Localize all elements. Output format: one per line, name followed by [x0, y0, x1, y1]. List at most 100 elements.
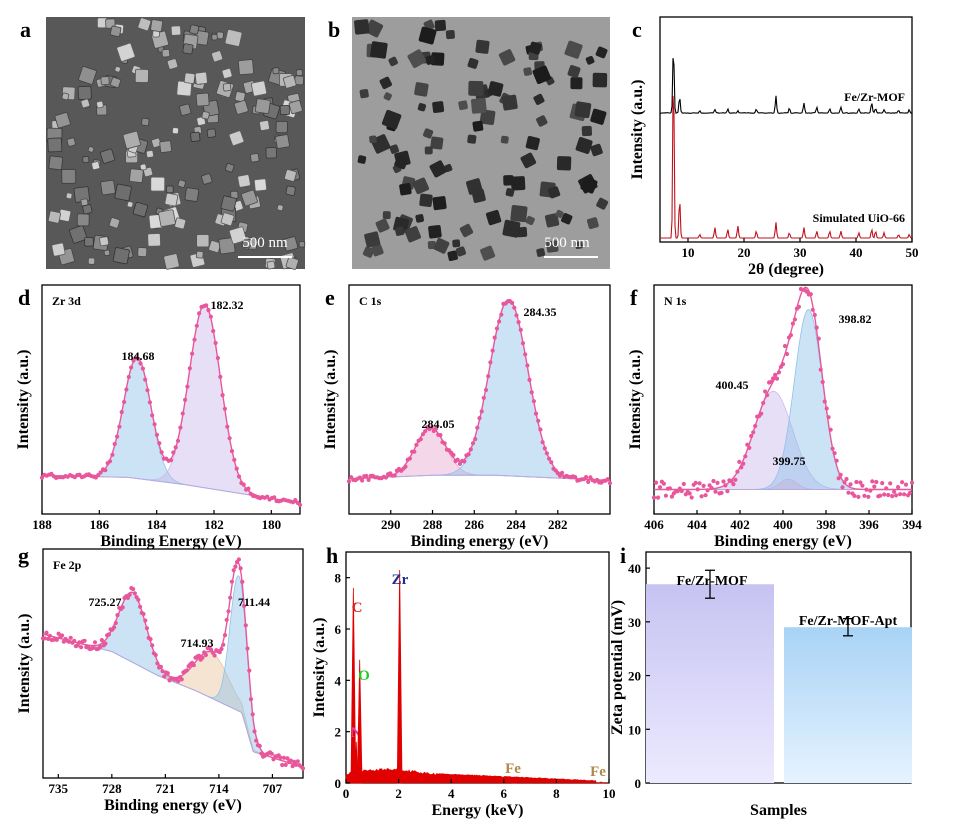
xps-data-point — [278, 755, 283, 760]
xps-data-point — [826, 415, 831, 420]
sem-grain — [96, 100, 104, 109]
xps-data-point — [160, 669, 165, 674]
bar-category-label: Fe/Zr-MOF — [676, 574, 747, 589]
sem-grain — [241, 189, 258, 207]
xps-data-point — [796, 304, 802, 309]
xps-data-point — [509, 300, 515, 305]
xps-data-point — [719, 490, 724, 495]
tem-particle — [575, 241, 583, 250]
sem-grain — [47, 137, 63, 153]
tem-particle — [556, 156, 572, 171]
tem-particle — [502, 219, 521, 238]
xps-data-point — [900, 480, 905, 485]
xps-data-point — [92, 640, 98, 645]
eds-plot-frame — [345, 551, 610, 784]
sem-grain — [166, 58, 179, 70]
xps-data-point — [884, 486, 889, 491]
xps-data-point — [773, 372, 778, 377]
element-label: O — [358, 668, 370, 684]
tem-particle — [365, 19, 384, 38]
eds-element-peak — [511, 781, 518, 784]
x-tick-label: 707 — [263, 781, 283, 796]
xps-data-point — [844, 476, 849, 482]
xps-data-point — [234, 466, 239, 471]
xps-data-point — [203, 652, 208, 658]
sem-grain — [272, 67, 280, 75]
sem-grain — [211, 50, 224, 63]
x-tick-label: 10 — [603, 786, 616, 801]
xps-data-point — [468, 447, 473, 452]
xps-data-point — [346, 479, 352, 484]
xps-data-point — [573, 475, 578, 480]
tem-particle — [379, 76, 392, 90]
y-axis-label: Intensity (a.u.) — [322, 349, 339, 449]
sem-grain — [76, 213, 90, 227]
sem-grain — [189, 24, 200, 35]
xps-data-point — [814, 325, 819, 330]
xps-data-point — [723, 483, 728, 488]
sem-grain — [275, 120, 288, 134]
xps-data-point — [39, 475, 45, 480]
xps-data-point — [882, 492, 887, 497]
xps-data-point — [854, 479, 859, 485]
xps-fe2p-chart: Fe 2p 725.27 714.93 711.44 735 728 721 714 707 Bi… — [16, 548, 306, 814]
xps-data-point — [265, 494, 270, 499]
xps-data-point — [657, 485, 663, 490]
xps-data-point — [822, 399, 827, 404]
xps-data-point — [56, 631, 61, 636]
x-tick-label: 721 — [156, 781, 176, 796]
sem-grain — [190, 131, 201, 142]
xps-data-point — [229, 449, 235, 454]
xps-data-point — [737, 459, 742, 464]
tem-particle — [574, 101, 592, 119]
xps-data-point — [257, 743, 262, 749]
xps-data-point — [285, 756, 290, 761]
element-label: Zr — [392, 572, 409, 588]
x-tick-label: 188 — [32, 517, 52, 532]
xps-data-point — [713, 489, 718, 494]
xps-data-point — [179, 677, 184, 682]
xps-data-point — [808, 292, 813, 297]
sem-grain — [234, 91, 246, 103]
sem-grain — [183, 72, 196, 84]
xps-data-point — [220, 393, 225, 398]
xps-data-point — [226, 609, 231, 614]
xps-data-point — [701, 483, 706, 488]
peak-label: 725.27 — [89, 595, 122, 609]
tem-particle — [479, 109, 496, 126]
xps-data-point — [544, 451, 550, 456]
xps-data-point — [655, 495, 661, 500]
xps-data-point — [112, 625, 117, 630]
sem-grain — [195, 250, 204, 259]
bar-category-label: Fe/Zr-MOF-Apt — [799, 614, 898, 629]
sem-grain — [82, 156, 90, 164]
y-axis-label: Intensity (a.u.) — [15, 349, 32, 449]
xps-data-point — [858, 480, 863, 485]
xps-data-point — [479, 409, 484, 414]
sem-grain — [99, 236, 110, 247]
xps-data-point — [106, 632, 111, 637]
tem-particle — [596, 197, 609, 210]
xps-data-point — [147, 400, 152, 405]
xps-data-point — [455, 457, 460, 462]
xps-data-point — [721, 479, 726, 484]
xps-data-point — [681, 481, 686, 487]
xps-data-point — [250, 712, 255, 717]
xps-data-point — [607, 481, 613, 486]
xps-data-point — [557, 473, 563, 478]
xps-data-point — [122, 399, 127, 405]
sem-grain — [266, 260, 276, 270]
eds-continuum — [345, 768, 610, 784]
xps-data-point — [141, 611, 146, 617]
panel-letter-i: i — [620, 543, 626, 568]
xps-data-point — [150, 643, 155, 648]
tem-particle — [415, 214, 424, 223]
xps-data-point — [155, 661, 160, 666]
xps-data-point — [211, 328, 216, 334]
zeta-bar — [784, 627, 912, 783]
sem-grain — [78, 66, 97, 85]
xps-data-point — [782, 343, 788, 349]
tem-particle — [523, 67, 533, 76]
panel-letter-d: d — [18, 285, 30, 310]
xps-data-point — [254, 738, 259, 743]
